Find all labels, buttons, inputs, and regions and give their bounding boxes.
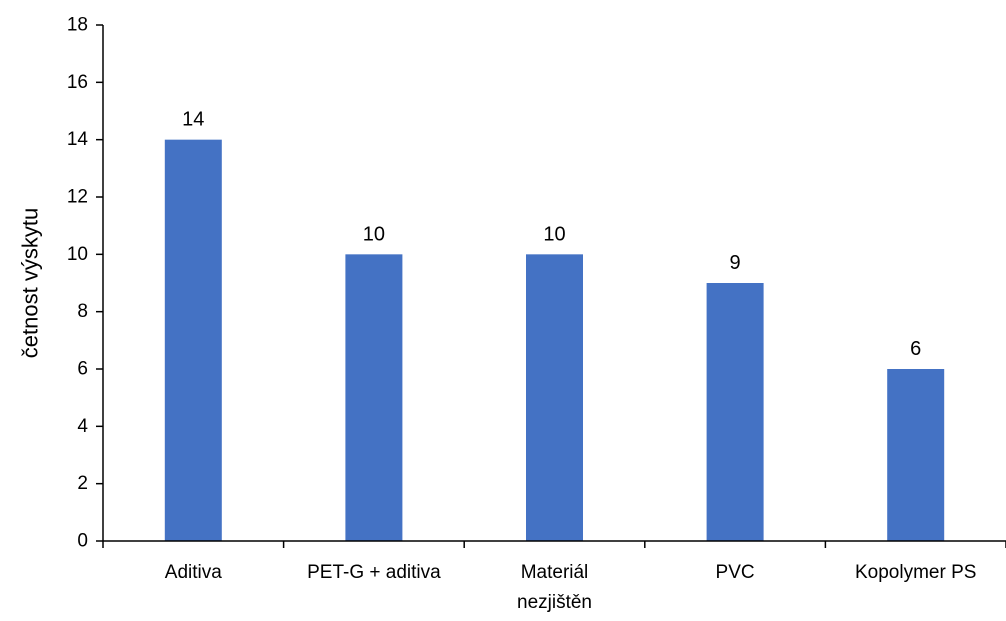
y-tick-label: 12 bbox=[67, 187, 88, 208]
category-label: PET-G + aditiva bbox=[307, 562, 441, 583]
data-label: 6 bbox=[910, 338, 921, 360]
category-label-line: PET-G + aditiva bbox=[307, 562, 441, 583]
category-labels-group: Aditiva PET-G + aditiva Materiál nezjištěn P… bbox=[165, 562, 977, 613]
y-tick-label: 10 bbox=[67, 244, 88, 265]
bars-group bbox=[164, 139, 945, 542]
y-tick-label: 18 bbox=[67, 15, 88, 36]
category-label-line: PVC bbox=[716, 562, 755, 583]
category-label: Kopolymer PS bbox=[855, 562, 976, 583]
bar bbox=[164, 139, 222, 541]
y-tick-label: 4 bbox=[77, 416, 88, 437]
y-tick-label: 2 bbox=[77, 473, 88, 494]
category-label-line: nezjištěn bbox=[517, 592, 592, 613]
category-label: PVC bbox=[716, 562, 755, 583]
category-label-line: Materiál bbox=[521, 562, 589, 583]
bar bbox=[526, 254, 583, 542]
y-axis-title: četnost výskytu bbox=[18, 208, 43, 358]
y-tick-label: 6 bbox=[77, 359, 88, 380]
data-label: 10 bbox=[543, 223, 565, 245]
category-label-line: Kopolymer PS bbox=[855, 562, 976, 583]
data-label: 14 bbox=[182, 109, 204, 131]
y-axis-ticks: 0 2 4 6 8 10 12 14 16 18 bbox=[67, 15, 1006, 552]
bar bbox=[887, 369, 945, 541]
data-label: 9 bbox=[730, 252, 741, 274]
category-label: Materiál nezjištěn bbox=[517, 562, 592, 613]
y-tick-label: 0 bbox=[77, 531, 88, 552]
data-labels-group: 14 10 10 9 6 bbox=[182, 109, 921, 360]
bar bbox=[706, 283, 764, 541]
category-label-line: Aditiva bbox=[165, 562, 222, 583]
category-label: Aditiva bbox=[165, 562, 222, 583]
y-tick-label: 8 bbox=[77, 301, 88, 322]
bar bbox=[345, 254, 403, 542]
y-tick-label: 16 bbox=[67, 72, 88, 93]
y-tick-label: 14 bbox=[67, 129, 89, 150]
data-label: 10 bbox=[363, 223, 385, 245]
